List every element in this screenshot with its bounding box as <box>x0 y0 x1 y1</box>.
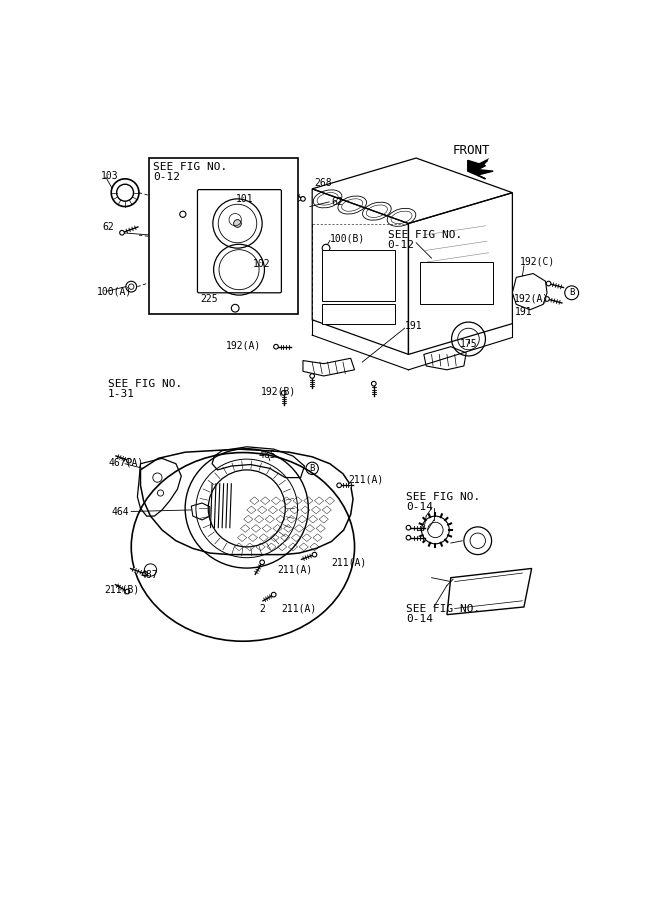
Text: 211(B): 211(B) <box>104 584 139 594</box>
Text: 211(A): 211(A) <box>348 475 384 485</box>
Text: 211(A): 211(A) <box>331 557 367 567</box>
Circle shape <box>406 526 411 530</box>
FancyBboxPatch shape <box>197 190 281 292</box>
Circle shape <box>119 230 124 235</box>
Text: 268: 268 <box>315 178 332 188</box>
Text: 191: 191 <box>405 321 422 331</box>
Circle shape <box>310 374 315 378</box>
Text: 464: 464 <box>112 508 129 518</box>
Bar <box>420 262 493 304</box>
Text: 191: 191 <box>515 307 532 317</box>
Text: 192(C): 192(C) <box>520 257 556 267</box>
Circle shape <box>372 382 376 386</box>
Text: B: B <box>569 288 574 297</box>
Text: 192(B): 192(B) <box>261 386 296 396</box>
Circle shape <box>301 196 305 202</box>
Text: SEE FIG NO.: SEE FIG NO. <box>108 379 182 389</box>
Text: SEE FIG NO.: SEE FIG NO. <box>406 604 480 614</box>
Polygon shape <box>468 160 493 179</box>
Text: 211(A): 211(A) <box>281 604 317 614</box>
Text: 0-14: 0-14 <box>406 502 433 512</box>
Circle shape <box>281 391 286 395</box>
Circle shape <box>406 536 411 540</box>
Text: FRONT: FRONT <box>453 144 491 157</box>
Circle shape <box>143 572 147 576</box>
Text: 0-14: 0-14 <box>406 614 433 624</box>
Text: 465: 465 <box>258 449 276 460</box>
Bar <box>322 304 396 324</box>
Text: 1-31: 1-31 <box>108 390 135 400</box>
Circle shape <box>179 212 186 217</box>
Text: SEE FIG NO.: SEE FIG NO. <box>406 491 480 502</box>
Text: SEE FIG NO.: SEE FIG NO. <box>153 161 227 172</box>
Polygon shape <box>466 158 490 169</box>
Text: 103: 103 <box>101 171 118 181</box>
Text: 100(A): 100(A) <box>97 286 132 296</box>
Circle shape <box>260 560 264 564</box>
Text: 62: 62 <box>102 222 114 232</box>
Circle shape <box>337 483 342 488</box>
Text: 102: 102 <box>253 259 271 269</box>
Text: B: B <box>309 464 315 472</box>
Text: 100(B): 100(B) <box>330 234 365 244</box>
Text: SEE FIG NO.: SEE FIG NO. <box>388 230 462 240</box>
Circle shape <box>231 304 239 312</box>
Text: 467(A): 467(A) <box>108 457 143 467</box>
Text: 62: 62 <box>331 197 344 207</box>
Text: 0-12: 0-12 <box>153 172 180 183</box>
Circle shape <box>546 281 551 286</box>
Circle shape <box>273 345 278 349</box>
Bar <box>322 250 396 301</box>
Circle shape <box>545 297 550 302</box>
Circle shape <box>125 590 129 594</box>
Text: 0-12: 0-12 <box>388 240 415 250</box>
Circle shape <box>271 592 276 597</box>
Circle shape <box>312 553 317 557</box>
Text: 192(A): 192(A) <box>226 340 261 350</box>
Circle shape <box>127 458 131 463</box>
Text: 211(A): 211(A) <box>277 565 313 575</box>
Bar <box>149 158 298 314</box>
Circle shape <box>233 220 241 228</box>
Text: 225: 225 <box>201 294 218 304</box>
Text: 487: 487 <box>141 571 158 580</box>
Text: 175: 175 <box>460 339 478 349</box>
Text: 2: 2 <box>259 604 265 614</box>
Text: 101: 101 <box>236 194 253 204</box>
Text: 192(A): 192(A) <box>514 294 549 304</box>
